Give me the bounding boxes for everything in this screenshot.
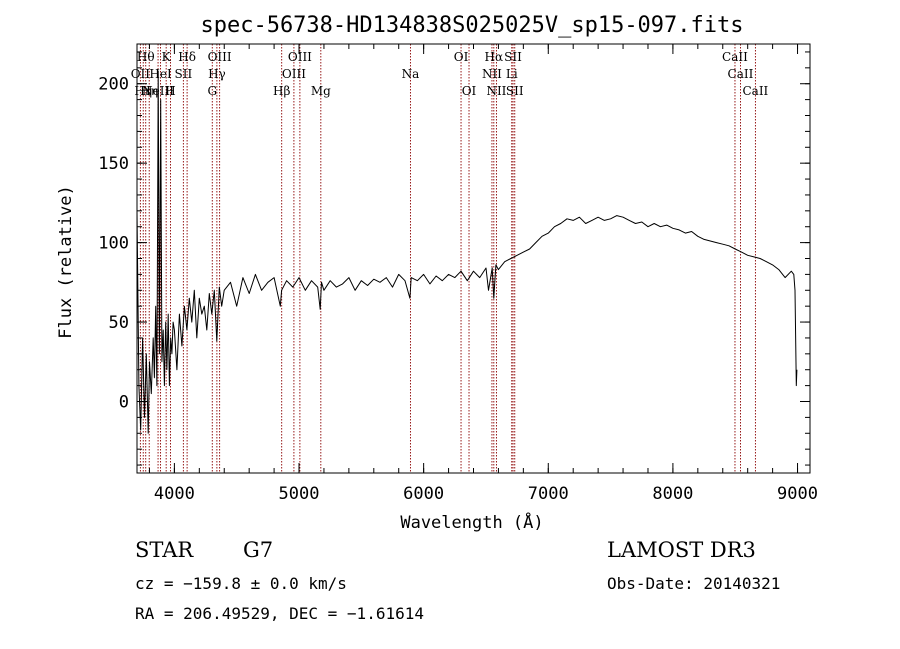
x-tick-label-4000: 4000 xyxy=(154,484,195,504)
chart-title: spec-56738-HD134838S025025V_sp15-097.fit… xyxy=(200,13,743,38)
spectral-line-label-17: Na xyxy=(402,67,420,81)
survey-name: LAMOST DR3 xyxy=(607,538,756,562)
spectral-line-labels: OIIHηHθHηNeIIIHeIKHSIIHδGHγOIIIHβOIIIOII… xyxy=(131,50,769,98)
spectral-line-label-0: OII xyxy=(131,67,151,81)
plot-frame xyxy=(136,43,811,474)
x-tick-label-7000: 7000 xyxy=(528,484,569,504)
spectral-line-label-24: SII xyxy=(504,50,522,64)
spectral-line-label-9: Hδ xyxy=(178,50,196,64)
spectral-line-label-15: OIII xyxy=(288,50,312,64)
spectral-lines-layer xyxy=(139,44,756,473)
y-axis-label: Flux (relative) xyxy=(56,185,76,339)
spectral-line-label-5: HeI xyxy=(149,67,172,81)
spectral-line-label-13: Hβ xyxy=(273,84,290,98)
spectral-line-label-1: Hη xyxy=(134,84,152,98)
spectral-line-label-11: Hγ xyxy=(208,67,226,81)
y-tick-label-100: 100 xyxy=(98,234,129,254)
spectral-line-label-14: OIII xyxy=(282,67,306,81)
spectral-line-label-28: CaII xyxy=(742,84,768,98)
flux-series-line xyxy=(136,70,798,434)
y-tick-label-50: 50 xyxy=(109,313,129,333)
observation-date: Obs-Date: 20140321 xyxy=(607,574,781,593)
spectral-line-label-22: NII xyxy=(486,84,506,98)
spectral-line-label-12: OIII xyxy=(208,50,232,64)
y-tick-label-200: 200 xyxy=(98,75,129,95)
spectral-line-label-26: CaII xyxy=(722,50,748,64)
x-tick-label-6000: 6000 xyxy=(403,484,444,504)
x-tick-label-5000: 5000 xyxy=(279,484,320,504)
spectral-line-label-21: Hα xyxy=(485,50,504,64)
spectral-line-label-18: OI xyxy=(454,50,469,64)
object-class: STAR xyxy=(135,538,194,562)
spectral-line-label-6: K xyxy=(162,50,172,64)
spectral-line-label-3: Hη xyxy=(140,84,158,98)
spectral-line-label-10: G xyxy=(207,84,217,98)
spectral-line-label-7: H xyxy=(165,84,175,98)
x-tick-label-8000: 8000 xyxy=(652,484,693,504)
spectral-line-label-25: SII xyxy=(506,84,524,98)
spectral-line-label-27: CaII xyxy=(728,67,754,81)
axis-ticks xyxy=(137,44,810,473)
spectral-line-label-16: Mg xyxy=(311,84,331,98)
y-tick-label-0: 0 xyxy=(119,393,129,413)
spectral-line-label-23: Li xyxy=(506,67,518,81)
x-axis-label: Wavelength (Å) xyxy=(400,511,543,533)
spectral-line-label-2: Hθ xyxy=(137,50,155,64)
x-tick-label-9000: 9000 xyxy=(777,484,818,504)
object-subclass: G7 xyxy=(243,538,274,562)
axis-tick-labels: 4000 5000 6000 7000 8000 9000 0 50 100 150 200 xyxy=(98,75,818,504)
y-tick-label-150: 150 xyxy=(98,154,129,174)
coordinates: RA = 206.49529, DEC = −1.61614 xyxy=(135,604,424,623)
spectral-line-label-19: OI xyxy=(462,84,477,98)
redshift-velocity: cz = −159.8 ± 0.0 km/s xyxy=(135,574,347,593)
spectral-line-label-20: NII xyxy=(482,67,502,81)
spectral-line-label-8: SII xyxy=(175,67,193,81)
